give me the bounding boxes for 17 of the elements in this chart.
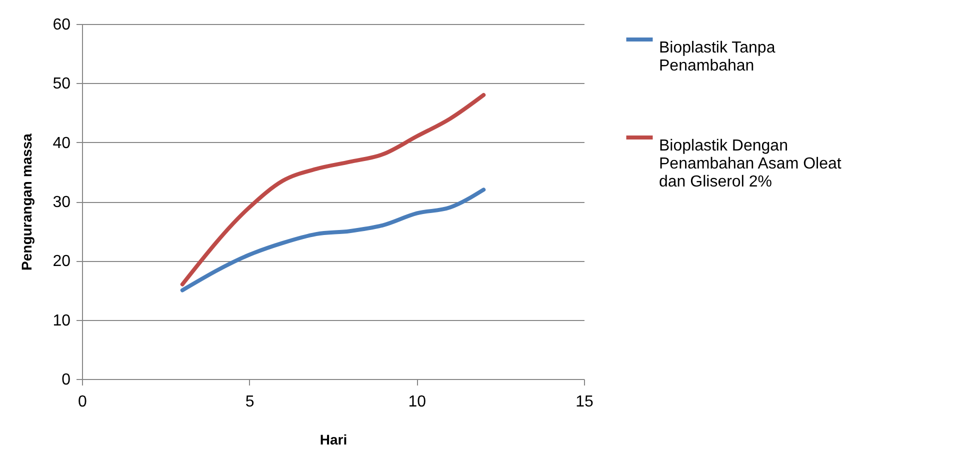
- y-tick-label: 20: [52, 253, 71, 270]
- legend-label: Bioplastik Tanpa Penambahan: [659, 40, 776, 74]
- legend-label: Bioplastik Dengan Penambahan Asam Oleat dan Gliserol 2%: [659, 138, 842, 190]
- x-tick-label: 15: [576, 394, 594, 410]
- line-series: [180, 93, 486, 286]
- x-tick-label: 10: [408, 394, 426, 410]
- line-series: [180, 188, 486, 292]
- y-axis-title: Pengurangan massa: [18, 133, 35, 270]
- y-tick-label: 30: [52, 194, 71, 211]
- y-tick-label: 50: [52, 76, 71, 93]
- y-tick-label: 40: [52, 134, 71, 152]
- x-tick-label: 5: [245, 394, 254, 410]
- y-tick-label: 10: [52, 312, 71, 330]
- x-axis-title: Hari: [320, 432, 348, 448]
- y-tick-label: 0: [62, 372, 71, 388]
- x-tick-label: 0: [78, 394, 88, 410]
- y-tick-label: 60: [52, 16, 71, 34]
